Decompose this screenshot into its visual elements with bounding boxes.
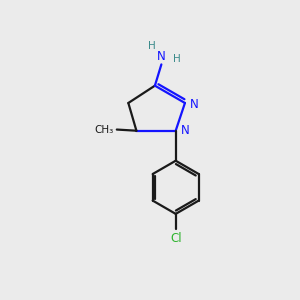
Text: N: N bbox=[181, 124, 190, 137]
Text: N: N bbox=[190, 98, 199, 111]
Text: Cl: Cl bbox=[170, 232, 182, 245]
Text: N: N bbox=[157, 50, 166, 63]
Text: H: H bbox=[148, 41, 156, 51]
Text: H: H bbox=[172, 54, 180, 64]
Text: CH₃: CH₃ bbox=[95, 124, 114, 135]
